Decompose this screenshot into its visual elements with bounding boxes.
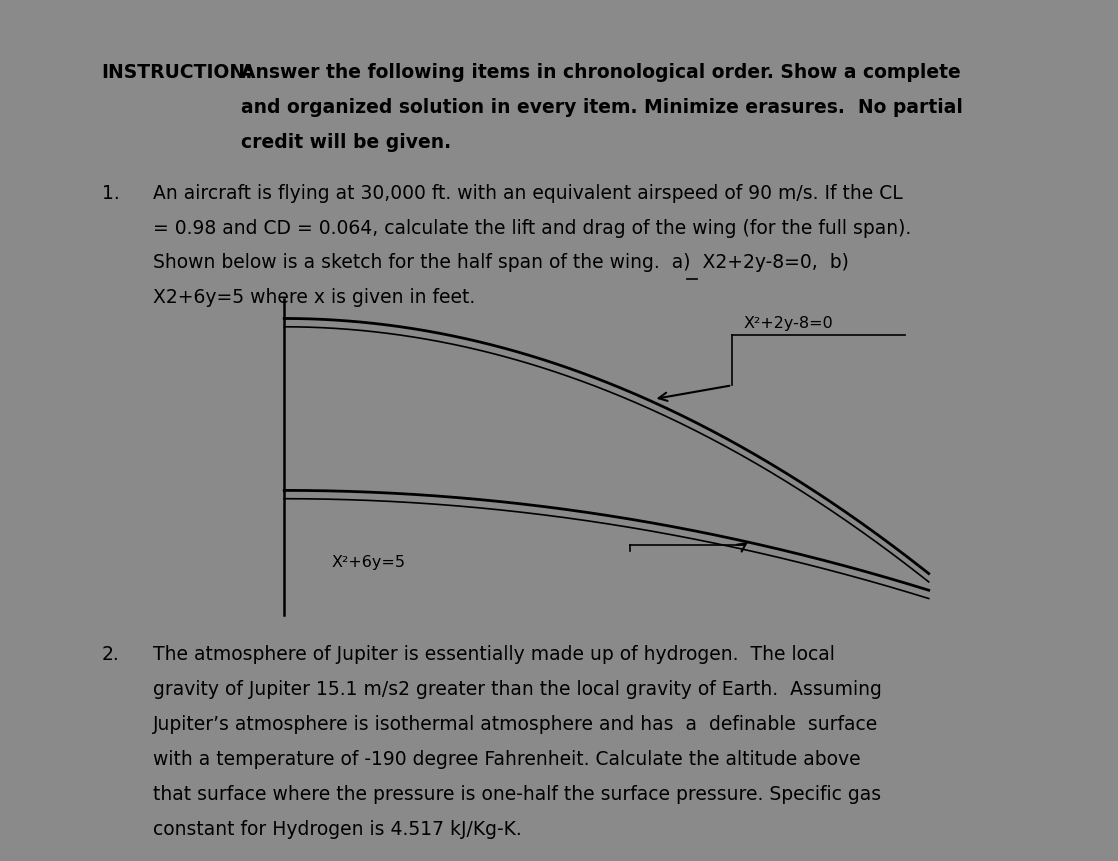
Text: credit will be given.: credit will be given. [241,133,452,152]
Text: Shown below is a sketch for the half span of the wing.  a)  X2+2y-8=0,  b): Shown below is a sketch for the half spa… [153,253,850,272]
Text: gravity of Jupiter 15.1 m/s2 greater than the local gravity of Earth.  Assuming: gravity of Jupiter 15.1 m/s2 greater tha… [153,679,882,698]
Text: Jupiter’s atmosphere is isothermal atmosphere and has  a  definable  surface: Jupiter’s atmosphere is isothermal atmos… [153,715,879,734]
Text: and organized solution in every item. Minimize erasures.  No partial: and organized solution in every item. Mi… [241,98,963,117]
Text: X2+6y=5 where x is given in feet.: X2+6y=5 where x is given in feet. [153,288,475,307]
Text: 1.: 1. [102,183,120,202]
Text: constant for Hydrogen is 4.517 kJ/Kg-K.: constant for Hydrogen is 4.517 kJ/Kg-K. [153,819,522,838]
Text: that surface where the pressure is one-half the surface pressure. Specific gas: that surface where the pressure is one-h… [153,784,881,803]
Text: with a temperature of -190 degree Fahrenheit. Calculate the altitude above: with a temperature of -190 degree Fahren… [153,749,861,768]
Text: INSTRUCTION:: INSTRUCTION: [102,63,253,82]
Text: 2.: 2. [102,645,120,664]
Text: X²+6y=5: X²+6y=5 [331,554,406,569]
Text: An aircraft is flying at 30,000 ft. with an equivalent airspeed of 90 m/s. If th: An aircraft is flying at 30,000 ft. with… [153,183,903,202]
Text: The atmosphere of Jupiter is essentially made up of hydrogen.  The local: The atmosphere of Jupiter is essentially… [153,645,835,664]
Text: Answer the following items in chronological order. Show a complete: Answer the following items in chronologi… [241,63,961,82]
Text: X²+2y-8=0: X²+2y-8=0 [743,315,834,330]
Text: = 0.98 and CD = 0.064, calculate the lift and drag of the wing (for the full spa: = 0.98 and CD = 0.064, calculate the lif… [153,219,911,238]
